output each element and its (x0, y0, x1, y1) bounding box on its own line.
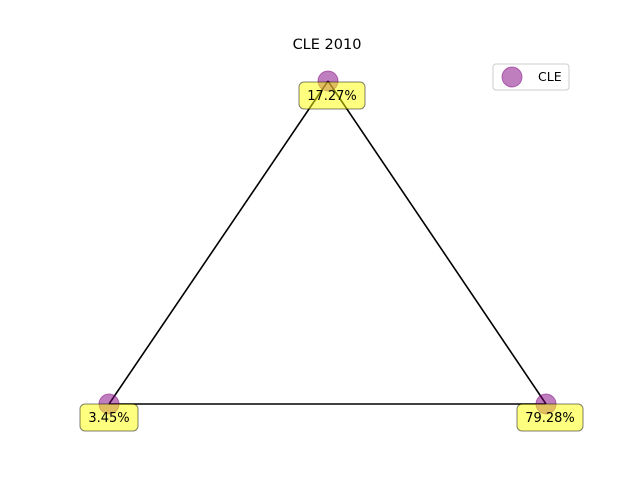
vertex-label-right-text: 79.28% (525, 411, 575, 426)
vertex-label-left-text: 3.45% (88, 411, 129, 426)
vertex-label-left-box (79, 403, 139, 432)
points (98, 70, 557, 415)
vertex-label-top-text: 17.27% (307, 89, 357, 104)
legend-marker (501, 66, 523, 88)
vertex-label-top-box (298, 81, 366, 110)
vertex-label-right: 79.28% (516, 403, 584, 432)
vertex-label-left: 3.45% (79, 403, 139, 432)
vertex-label-right-box (516, 403, 584, 432)
legend-label: CLE (538, 69, 562, 84)
legend: CLE (492, 63, 570, 91)
triangle (108, 80, 547, 405)
triangle-edge-left (108, 80, 329, 405)
vertex-label-top: 17.27% (298, 81, 366, 110)
chart-title: CLE 2010 (293, 37, 362, 53)
triangle-edge-right (327, 80, 547, 405)
